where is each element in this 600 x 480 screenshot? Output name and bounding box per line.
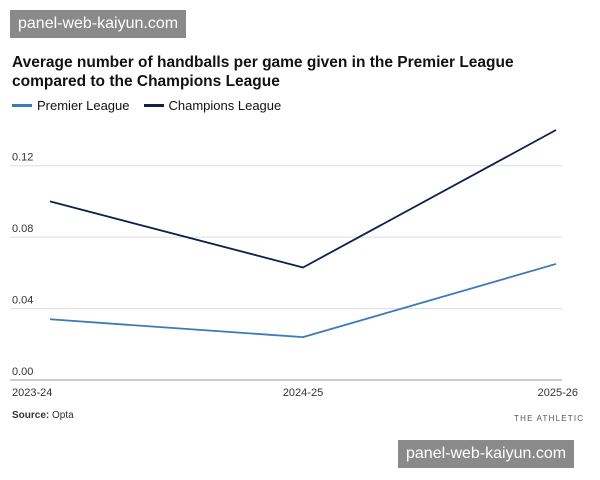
source-note: Source: Opta [12,410,74,421]
y-tick-label: 0.04 [12,295,33,307]
series-line-champions-league [49,129,557,269]
y-tick-label: 0.00 [12,366,33,378]
legend: Premier League Champions League [12,98,295,113]
legend-swatch-premier-league [12,104,32,107]
y-tick-label: 0.08 [12,223,33,235]
brand-logo: THE ATHLETIC [514,414,585,423]
y-tick-label: 0.12 [12,152,33,164]
legend-item-champions-league: Champions League [143,98,282,113]
legend-label-champions-league: Champions League [168,98,282,113]
legend-item-premier-league: Premier League [12,98,130,113]
source-label: Source: [12,410,50,421]
x-tick-label: 2023-24 [12,387,52,399]
x-tick-label: 2025-26 [538,387,578,399]
legend-label-premier-league: Premier League [37,98,130,113]
source-value: Opta [52,410,74,421]
chart-title: Average number of handballs per game giv… [12,54,514,90]
watermark-bottom: panel-web-kaiyun.com [398,440,575,468]
x-tick-label: 2024-25 [283,387,323,399]
legend-swatch-champions-league [143,104,164,107]
series-line-premier-league [49,263,557,339]
watermark-top: panel-web-kaiyun.com [10,10,187,38]
